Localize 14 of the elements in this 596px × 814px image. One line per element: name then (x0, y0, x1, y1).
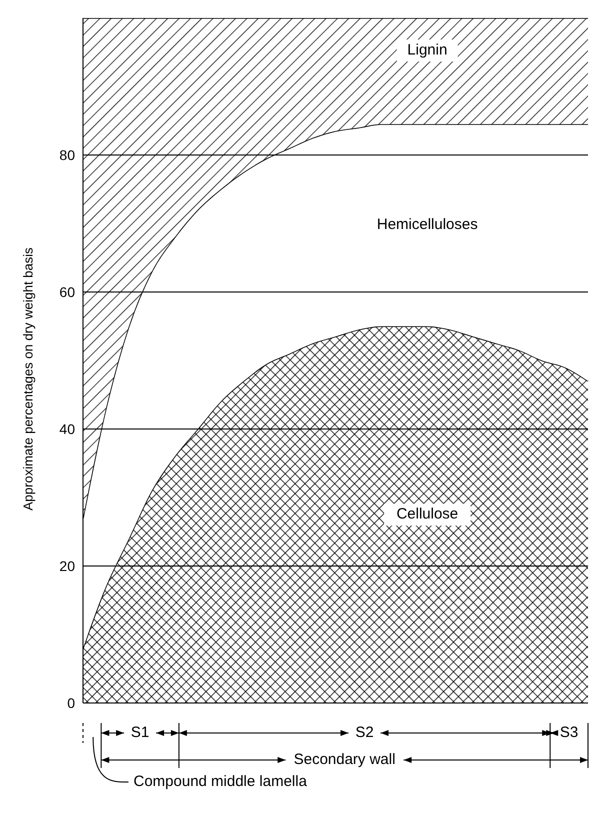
series-label: Lignin (407, 42, 448, 59)
text: S3 (560, 724, 578, 741)
y-tick-label: 0 (67, 694, 76, 711)
y-tick-label: 80 (59, 146, 76, 163)
text: Secondary wall (294, 750, 396, 768)
text: Compound middle lamella (134, 772, 308, 790)
y-axis-title: Approximate percentages on dry weight basis (20, 246, 36, 510)
series-label: Hemicelluloses (376, 216, 478, 234)
y-tick-label: 20 (59, 558, 76, 574)
y-tick-label: 60 (59, 284, 76, 300)
text: S2 (355, 724, 374, 741)
series-label: Cellulose (396, 506, 458, 523)
y-tick-label: 40 (59, 420, 76, 437)
text: S1 (130, 724, 150, 741)
